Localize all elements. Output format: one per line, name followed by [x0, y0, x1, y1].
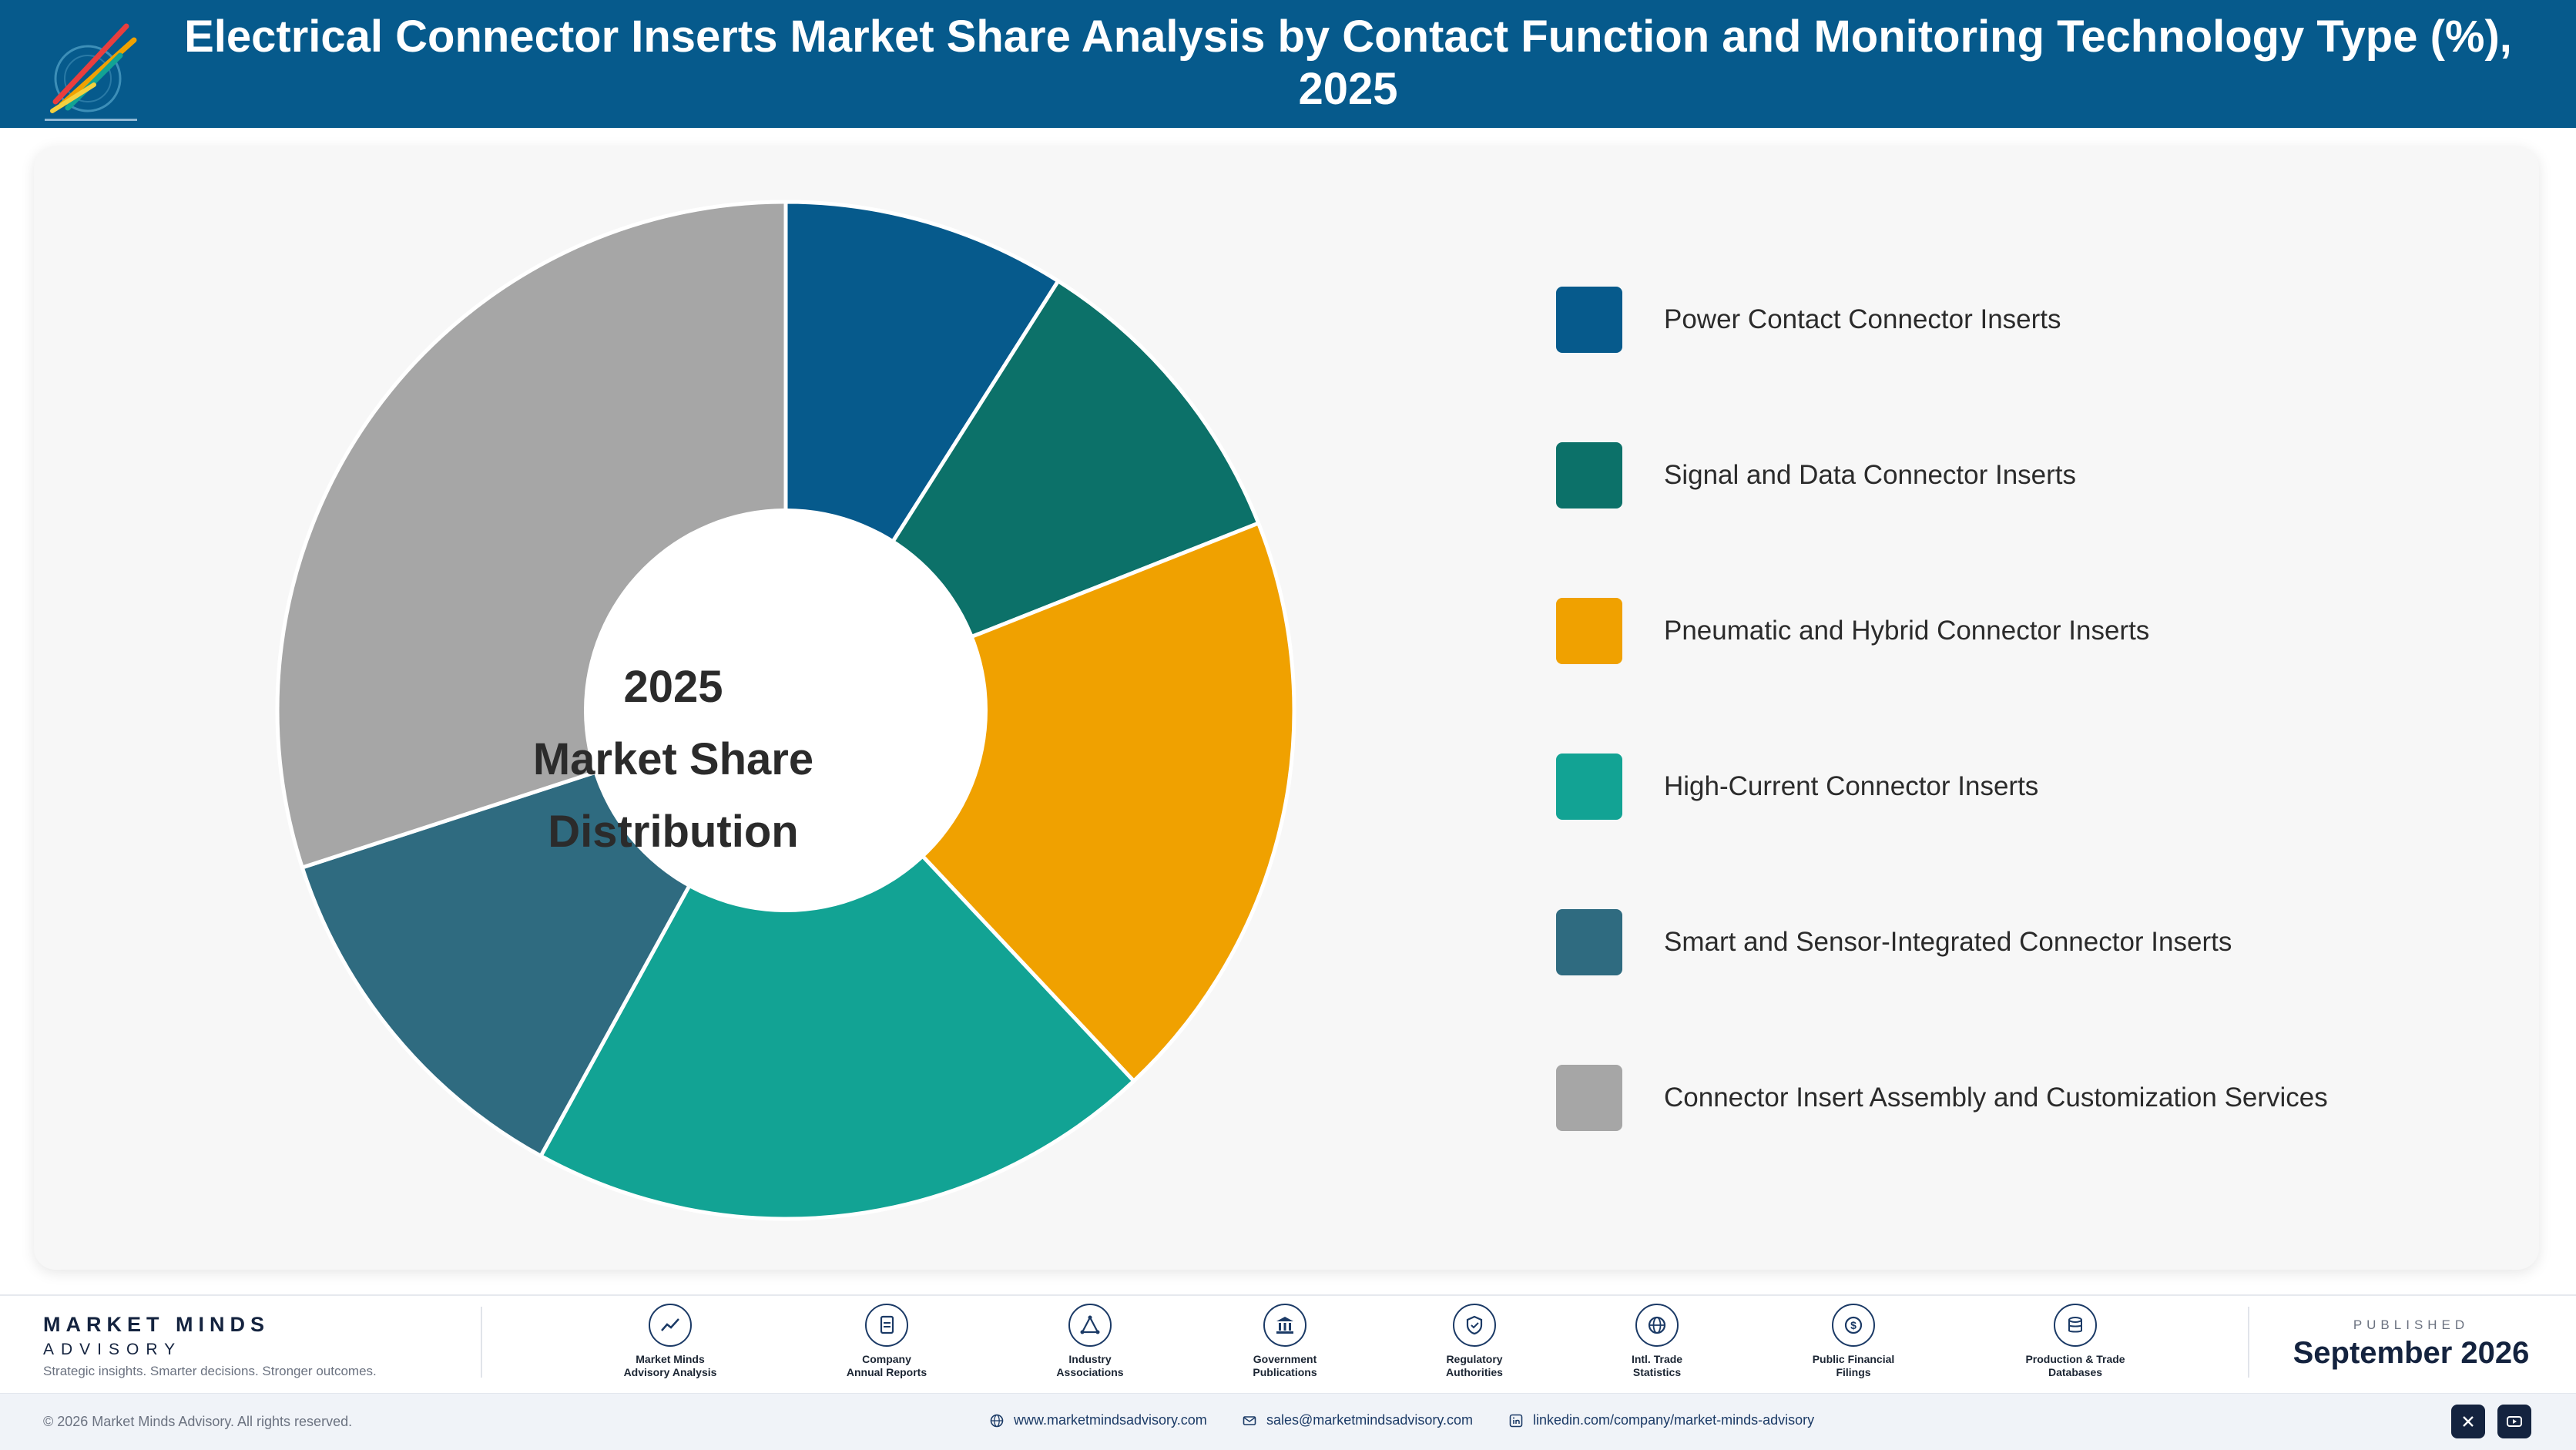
donut-hole — [584, 509, 988, 912]
linkedin-link[interactable]: linkedin.com/company/market-minds-adviso… — [1508, 1412, 1814, 1428]
legend-label: Connector Insert Assembly and Customizat… — [1664, 1082, 2328, 1113]
document-icon — [865, 1304, 908, 1347]
published-label: PUBLISHED — [2353, 1317, 2470, 1332]
legend-swatch — [1556, 1065, 1622, 1131]
center-label-line-2: Market Share — [532, 734, 814, 784]
source-government-publications: Government Publications — [1200, 1304, 1370, 1379]
chart-card: 2025 Market Share Distribution Power Con… — [34, 146, 2539, 1270]
footer-brand-name: MARKET MINDS — [43, 1313, 270, 1336]
footer-divider — [2248, 1307, 2249, 1378]
footer-divider — [481, 1307, 482, 1378]
source-regulatory-authorities: Regulatory Authorities — [1390, 1304, 1559, 1379]
globe-icon — [1635, 1304, 1679, 1347]
published-date: September 2026 — [2293, 1336, 2530, 1370]
globe-icon — [990, 1414, 1004, 1427]
source-market-minds: Market Minds Advisory Analysis — [585, 1304, 755, 1379]
footer-tagline: Strategic insights. Smarter decisions. S… — [43, 1364, 377, 1378]
legend-label: Pneumatic and Hybrid Connector Inserts — [1664, 616, 2150, 646]
bottom-bar: © 2026 Market Minds Advisory. All rights… — [0, 1393, 2576, 1450]
legend-item-smart-sensor: Smart and Sensor-Integrated Connector In… — [1556, 909, 2480, 975]
mail-icon — [1243, 1415, 1256, 1425]
source-trade-databases: Production & Trade Databases — [1991, 1304, 2160, 1379]
pie-slice-high-current-connector-inserts — [538, 708, 1136, 1221]
source-label: Company Annual Reports — [846, 1353, 927, 1378]
copyright-text: © 2026 Market Minds Advisory. All rights… — [43, 1414, 353, 1429]
source-trade-statistics: Intl. Trade Statistics — [1572, 1304, 1742, 1379]
x-social-button[interactable] — [2451, 1405, 2485, 1438]
legend-item-signal-data: Signal and Data Connector Inserts — [1556, 442, 2480, 509]
page-title: Electrical Connector Inserts Market Shar… — [184, 12, 2512, 114]
center-label-line-1: 2025 — [623, 662, 723, 712]
email-text: sales@marketmindsadvisory.com — [1266, 1412, 1474, 1428]
trend-icon — [649, 1304, 692, 1347]
linkedin-text: linkedin.com/company/market-minds-adviso… — [1533, 1412, 1815, 1428]
legend-swatch — [1556, 598, 1622, 664]
x-icon — [2463, 1416, 2474, 1427]
legend-label: Power Contact Connector Inserts — [1664, 304, 2061, 334]
network-icon — [1068, 1304, 1112, 1347]
source-label: Industry Associations — [1056, 1353, 1124, 1378]
footer-brand-sub: ADVISORY — [43, 1341, 183, 1358]
legend-swatch — [1556, 754, 1622, 820]
linkedin-icon — [1509, 1414, 1523, 1427]
legend-label: High-Current Connector Inserts — [1664, 771, 2039, 801]
header-bar: Electrical Connector Inserts Market Shar… — [0, 0, 2576, 128]
source-label: Market Minds Advisory Analysis — [623, 1353, 717, 1378]
legend-label: Smart and Sensor-Integrated Connector In… — [1664, 927, 2232, 957]
source-label: Regulatory Authorities — [1446, 1353, 1503, 1378]
dollar-icon: $ — [1832, 1304, 1875, 1347]
source-industry-associations: Industry Associations — [1005, 1304, 1175, 1379]
footer: MARKET MINDS ADVISORY Strategic insights… — [0, 1294, 2576, 1393]
source-label: Government Publications — [1253, 1353, 1317, 1378]
shield-icon — [1453, 1304, 1496, 1347]
database-icon — [2054, 1304, 2097, 1347]
svg-text:$: $ — [1850, 1319, 1857, 1331]
source-company-reports: Company Annual Reports — [802, 1304, 971, 1379]
donut-center-label: 2025 Market Share Distribution — [527, 651, 820, 868]
center-label-line-3: Distribution — [548, 807, 799, 857]
source-label: Public Financial Filings — [1812, 1353, 1895, 1378]
email-link[interactable]: sales@marketmindsadvisory.com — [1242, 1412, 1473, 1428]
legend-item-power-contact: Power Contact Connector Inserts — [1556, 287, 2480, 353]
website-link[interactable]: www.marketmindsadvisory.com — [989, 1412, 1207, 1428]
source-label: Intl. Trade Statistics — [1631, 1353, 1683, 1378]
youtube-social-button[interactable] — [2497, 1405, 2531, 1438]
legend-swatch — [1556, 909, 1622, 975]
legend-label: Signal and Data Connector Inserts — [1664, 460, 2077, 490]
legend-swatch — [1556, 287, 1622, 353]
legend-swatch — [1556, 442, 1622, 509]
youtube-icon — [2507, 1416, 2522, 1427]
company-logo — [45, 23, 137, 121]
source-financial-filings: $ Public Financial Filings — [1769, 1304, 1938, 1379]
donut-chart — [275, 200, 1296, 1221]
legend-item-assembly-services: Connector Insert Assembly and Customizat… — [1556, 1065, 2480, 1131]
building-icon — [1263, 1304, 1306, 1347]
legend-item-pneumatic-hybrid: Pneumatic and Hybrid Connector Inserts — [1556, 598, 2480, 664]
website-text: www.marketmindsadvisory.com — [1014, 1412, 1207, 1428]
legend-item-high-current: High-Current Connector Inserts — [1556, 754, 2480, 820]
source-label: Production & Trade Databases — [2025, 1353, 2125, 1378]
